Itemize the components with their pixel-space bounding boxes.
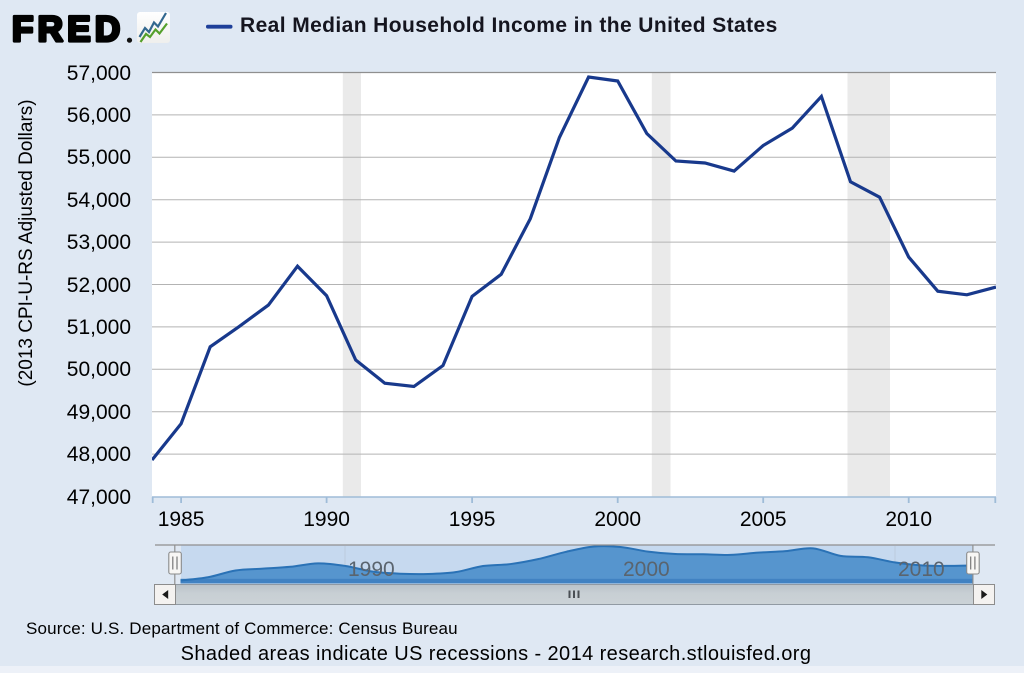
svg-text:FRED: FRED [12, 10, 124, 49]
